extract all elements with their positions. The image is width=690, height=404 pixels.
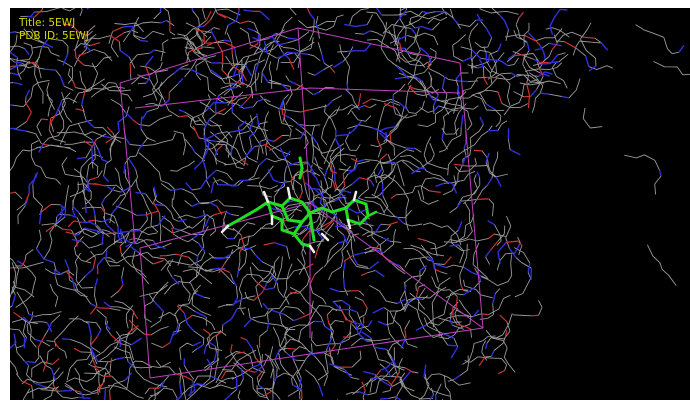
protein-wireframe xyxy=(10,8,690,400)
protein-bonds xyxy=(10,8,685,400)
ligand-chain xyxy=(298,156,304,180)
hydrogen-bond xyxy=(320,232,330,242)
binding-site-box xyxy=(119,27,484,379)
ligand-chain xyxy=(292,232,312,248)
protein-bonds xyxy=(10,8,596,400)
molecular-scene[interactable] xyxy=(10,8,690,400)
hydrogen-bond xyxy=(262,190,270,204)
ligand-hydrogens xyxy=(220,186,358,254)
hydrogen-bond xyxy=(346,218,352,230)
box-edge xyxy=(134,87,461,109)
pdb-id-label: PDB ID: 5EWJ xyxy=(19,30,89,42)
box-edge xyxy=(139,202,311,249)
box-edge xyxy=(459,62,484,329)
hydrogen-bond xyxy=(308,244,316,254)
box-edge xyxy=(149,327,484,379)
ligand-bond xyxy=(366,210,378,218)
box-edge xyxy=(119,82,136,244)
hydrogen-bond xyxy=(352,190,358,202)
hydrogen-bond xyxy=(220,224,230,234)
hydrogen-bond xyxy=(286,186,292,200)
ligand-chain xyxy=(308,206,348,215)
ligand-chain xyxy=(266,200,304,236)
molecule-viewer[interactable]: Title: 5EWJ PDB ID: 5EWJ xyxy=(10,8,690,400)
title-label: Title: 5EWJ xyxy=(19,17,76,29)
box-edge xyxy=(139,247,151,379)
ligand-chain xyxy=(308,211,316,242)
structure-info: Title: 5EWJ PDB ID: 5EWJ xyxy=(19,17,89,43)
